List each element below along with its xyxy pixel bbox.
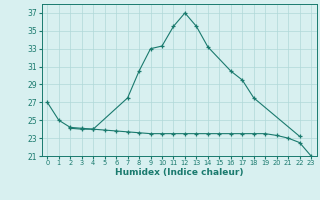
X-axis label: Humidex (Indice chaleur): Humidex (Indice chaleur) (115, 168, 244, 177)
